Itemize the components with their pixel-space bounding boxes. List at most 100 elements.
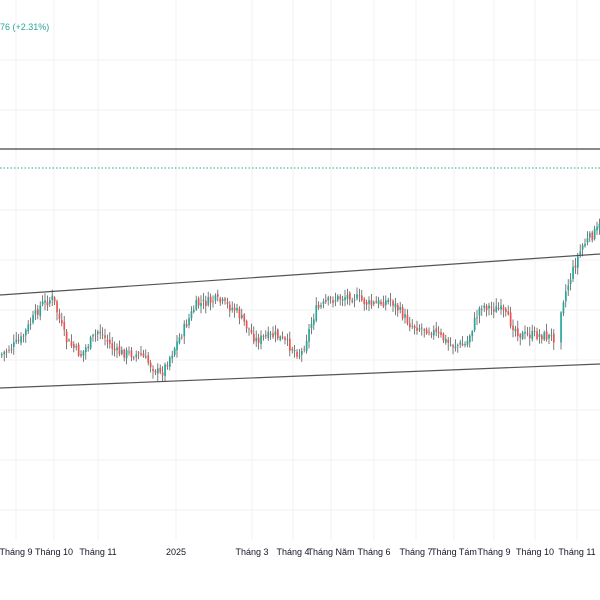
candle-up <box>1 354 3 356</box>
candle-up <box>593 228 596 240</box>
candle-up <box>466 340 469 345</box>
candle-up <box>404 314 406 318</box>
candle-down <box>8 349 10 351</box>
candle-down <box>17 339 20 341</box>
candle-down <box>130 350 133 358</box>
chart-grid <box>0 0 600 540</box>
candle-up <box>221 299 224 302</box>
candle-down <box>63 321 66 331</box>
candle-up <box>469 335 471 343</box>
candle-up <box>255 337 258 342</box>
candle-up <box>116 347 118 350</box>
candle-up <box>589 233 591 238</box>
candle-down <box>53 297 56 302</box>
candle-down <box>77 344 80 356</box>
candle-up <box>32 315 34 323</box>
candle-down <box>209 296 212 303</box>
candle-up <box>327 297 330 301</box>
candle-up <box>29 323 32 325</box>
candle-down <box>233 307 236 311</box>
candle-up <box>39 305 42 317</box>
candle-down <box>229 304 231 311</box>
candle-up <box>524 331 526 334</box>
x-tick-label: Tháng 11 <box>558 547 595 557</box>
candle-down <box>123 349 126 358</box>
candle-up <box>279 336 282 341</box>
candle-down <box>197 298 200 306</box>
candle-down <box>519 334 522 338</box>
candle-down <box>217 294 219 297</box>
candle-down <box>339 296 342 300</box>
candle-down <box>296 351 298 357</box>
candle-down <box>5 351 8 353</box>
candle-down <box>361 295 363 301</box>
candle-up <box>310 323 313 329</box>
candle-down <box>303 348 306 350</box>
candle-up <box>3 351 6 355</box>
candle-down <box>409 323 411 328</box>
candle-down <box>250 330 253 333</box>
x-tick-label: Tháng 10 <box>35 547 73 557</box>
candle-down <box>166 364 169 367</box>
candle-up <box>10 348 13 350</box>
candle-down <box>58 313 61 319</box>
candle-up <box>344 297 346 301</box>
candle-down <box>505 309 507 312</box>
candle-up <box>550 335 553 337</box>
candle-up <box>598 223 600 229</box>
candle-up <box>500 305 502 310</box>
candle-down <box>353 299 356 301</box>
candle-up <box>577 256 579 268</box>
candle-down <box>533 331 536 333</box>
candle-down <box>149 362 152 368</box>
candle-up <box>488 305 490 309</box>
candle-up <box>75 346 78 348</box>
candle-down <box>440 332 442 335</box>
candle-down <box>205 300 207 306</box>
candle-down <box>22 335 25 337</box>
candle-up <box>346 294 349 299</box>
candle-down <box>329 297 332 299</box>
candle-down <box>317 304 320 308</box>
candle-up <box>68 339 70 341</box>
candle-up <box>473 317 476 331</box>
candle-down <box>226 301 229 304</box>
candle-up <box>164 364 166 376</box>
candle-up <box>298 355 301 357</box>
candle-up <box>377 300 380 305</box>
candle-down <box>265 334 267 337</box>
candle-up <box>97 331 99 334</box>
candle-up <box>121 349 123 355</box>
candle-up <box>202 299 205 302</box>
candle-up <box>445 338 447 343</box>
candle-down <box>358 295 361 297</box>
candle-up <box>188 318 190 326</box>
candle-down <box>485 305 488 311</box>
candle-down <box>262 335 265 337</box>
candle-up <box>34 309 37 315</box>
candle-up <box>411 326 414 327</box>
candle-down <box>452 345 454 348</box>
candle-up <box>481 308 483 310</box>
candle-down <box>212 301 214 302</box>
candle-up <box>313 319 315 325</box>
candle-down <box>284 337 286 340</box>
candle-up <box>569 279 572 284</box>
candle-up <box>236 307 238 311</box>
channel-upper-line <box>0 253 600 296</box>
candle-down <box>447 339 450 343</box>
candle-down <box>73 344 75 348</box>
candle-up <box>286 339 289 341</box>
candle-down <box>541 335 543 340</box>
candle-up <box>89 337 92 349</box>
candle-up <box>562 302 565 314</box>
candle-up <box>274 331 277 336</box>
x-tick-label: Tháng 10 <box>516 547 554 557</box>
candle-up <box>457 345 459 347</box>
candle-up <box>459 342 462 345</box>
candle-up <box>433 330 435 336</box>
candle-up <box>341 299 344 301</box>
candle-up <box>584 243 586 247</box>
candle-up <box>351 300 354 302</box>
